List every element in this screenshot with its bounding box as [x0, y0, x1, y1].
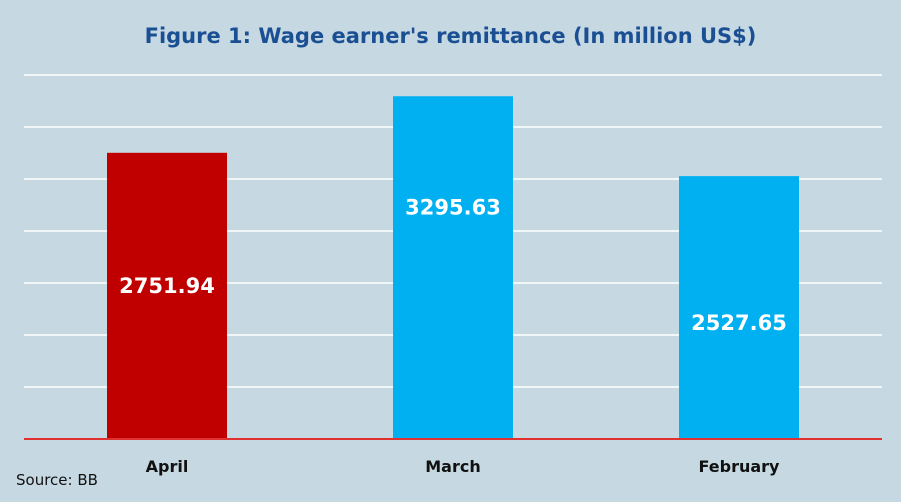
- x-tick-label-february: February: [699, 457, 781, 476]
- bar-april: [107, 152, 227, 440]
- data-labels: 2751.94 3295.63 2527.65: [119, 195, 787, 335]
- bar-february: [679, 176, 799, 440]
- data-label-april: 2751.94: [119, 274, 215, 298]
- x-axis-tick-labels: April March February: [146, 457, 780, 476]
- source-note: Source: BB: [16, 471, 98, 489]
- data-label-march: 3295.63: [405, 195, 501, 219]
- data-label-february: 2527.65: [691, 311, 787, 335]
- x-tick-label-march: March: [425, 457, 480, 476]
- bar-march: [393, 96, 513, 439]
- x-tick-label-april: April: [146, 457, 189, 476]
- bars: [107, 96, 799, 440]
- chart-title: Figure 1: Wage earner's remittance (In m…: [144, 24, 757, 48]
